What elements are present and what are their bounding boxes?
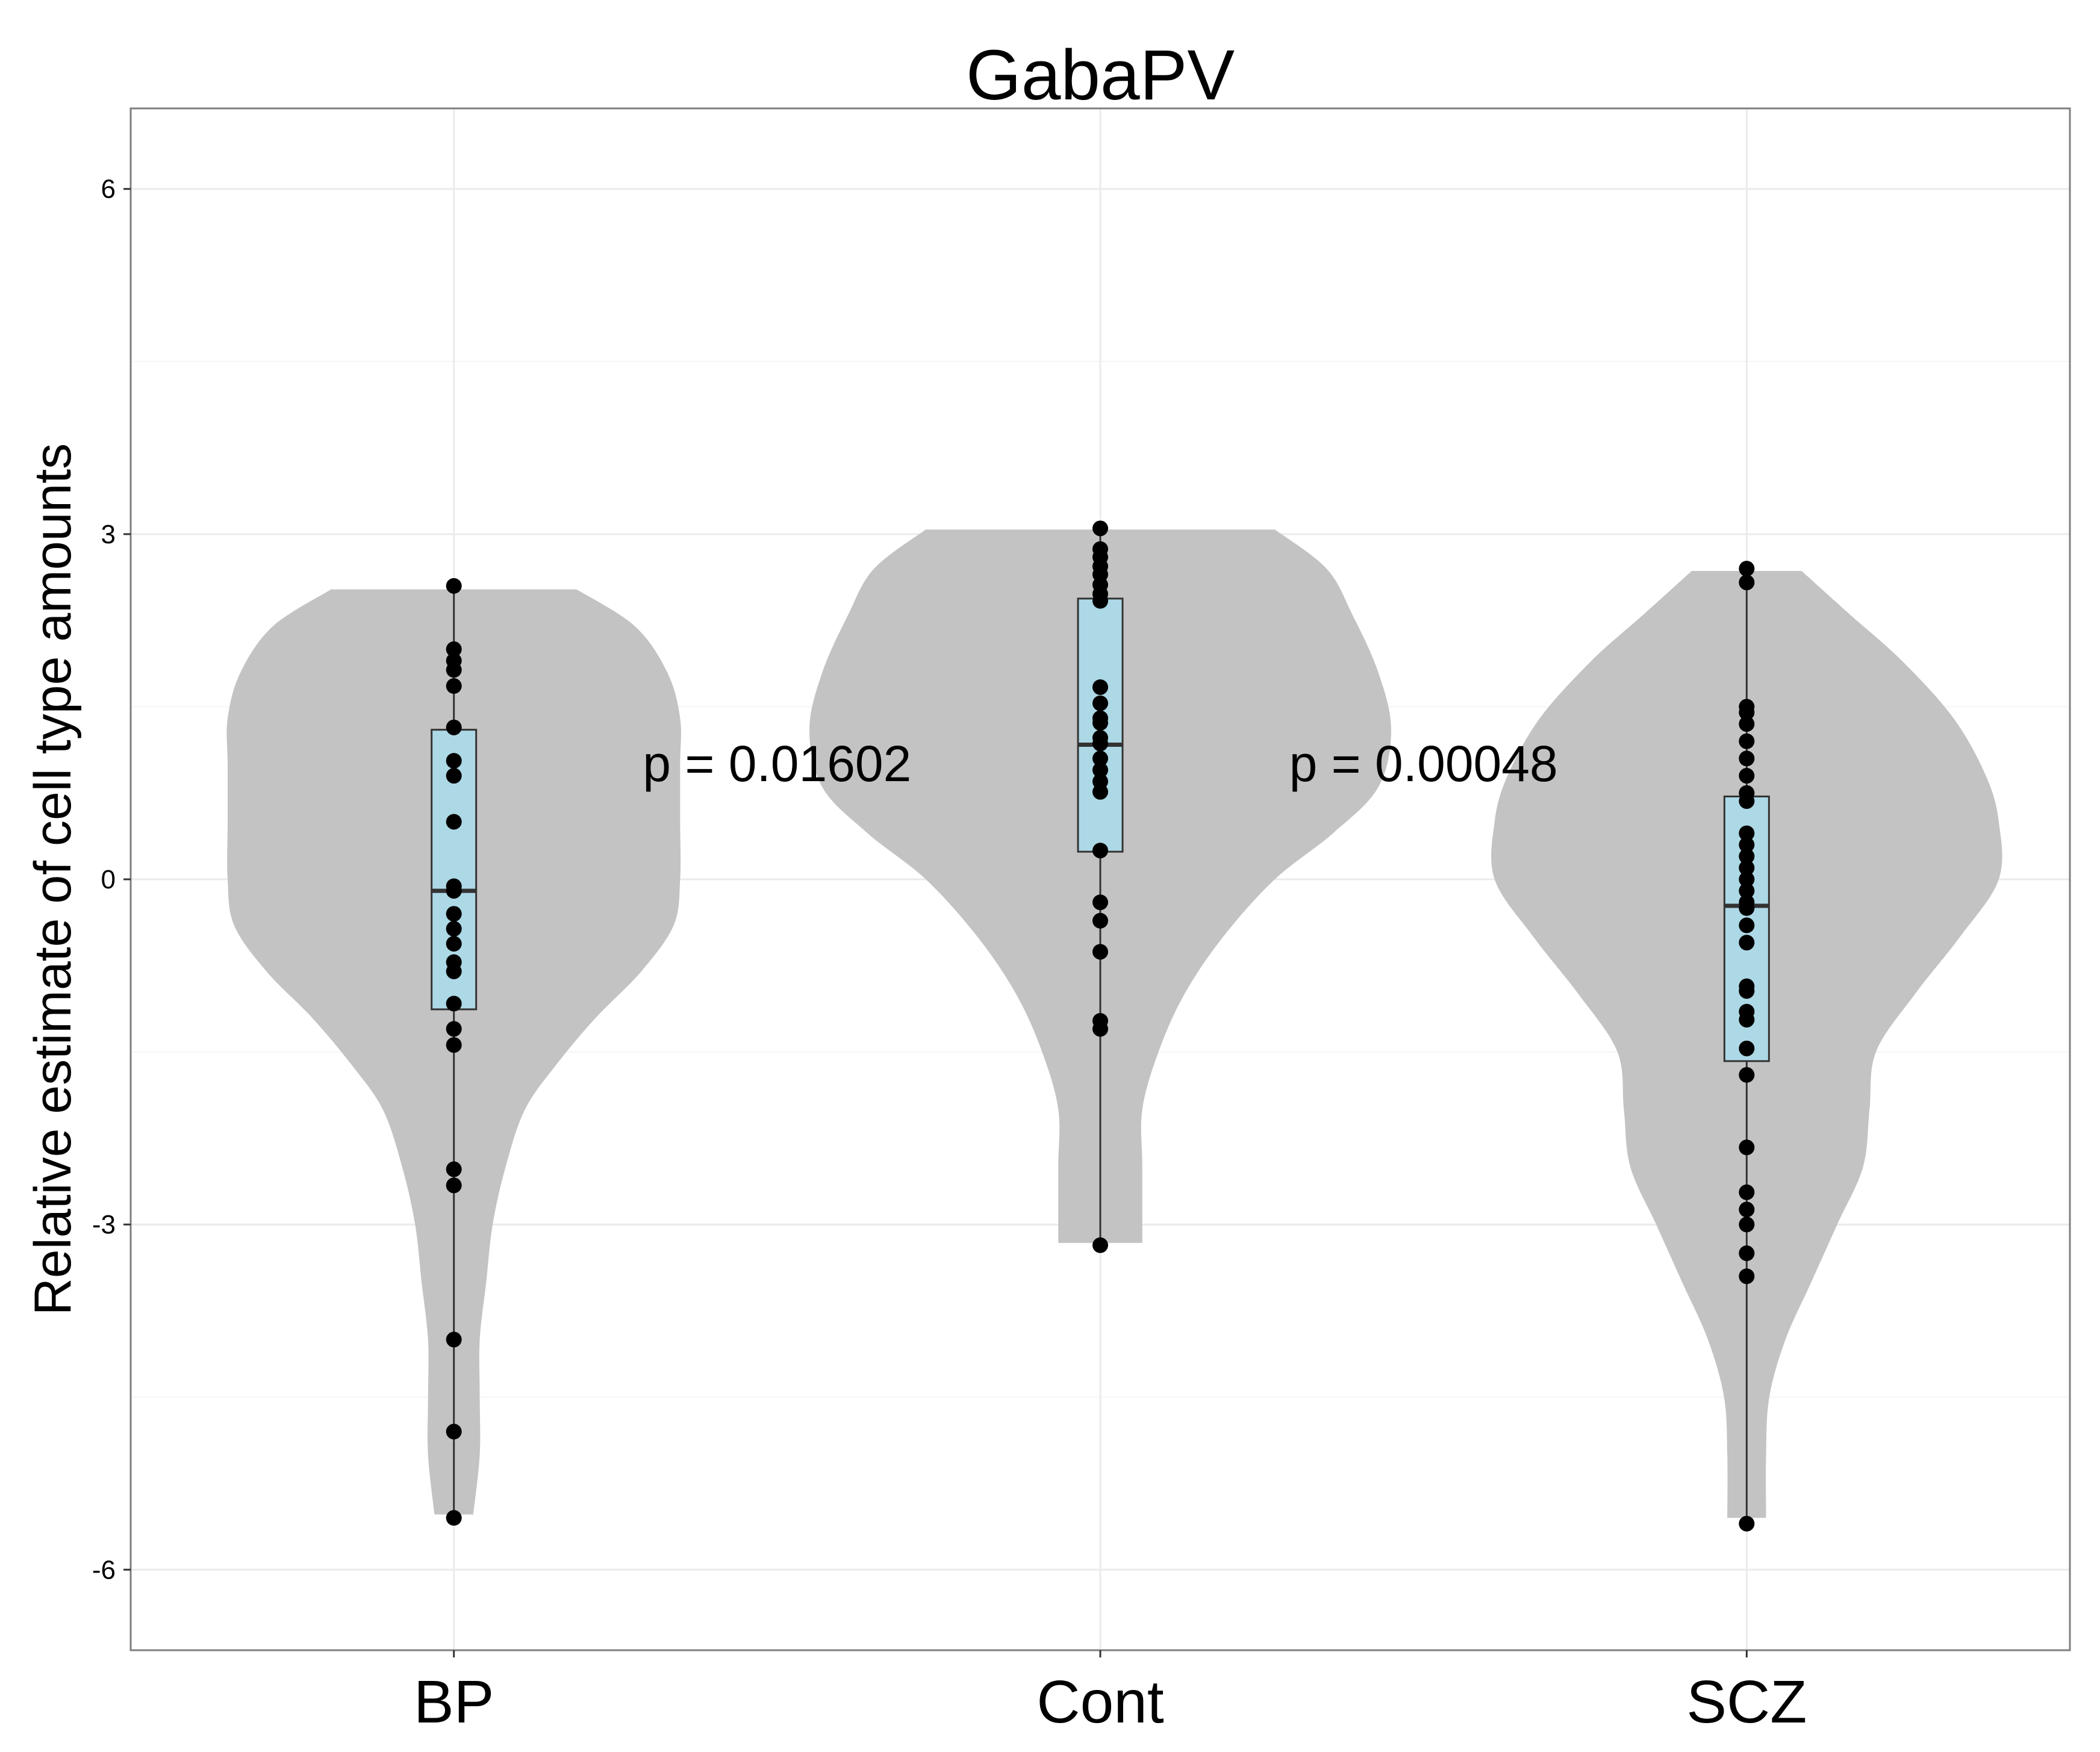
y-tick-label: 0: [101, 865, 116, 894]
x-tick-label-cont: Cont: [1036, 1668, 1164, 1736]
data-point: [446, 678, 462, 694]
data-point: [1092, 762, 1108, 778]
axes: -6 -3 0 3 6 BP Cont SCZ: [92, 175, 1807, 1736]
data-point: [446, 921, 462, 937]
data-point: [1092, 912, 1108, 929]
data-point: [1739, 848, 1755, 864]
data-point: [1739, 983, 1755, 999]
data-point: [1739, 1067, 1755, 1083]
p-value-annotation: p = 0.00048: [1289, 735, 1558, 792]
data-point: [446, 814, 462, 830]
data-point: [1092, 1237, 1108, 1253]
data-point: [1739, 575, 1755, 591]
x-tick-label-scz: SCZ: [1686, 1668, 1807, 1736]
data-point: [1739, 1268, 1755, 1285]
y-tick-label: 6: [101, 175, 116, 204]
data-point: [446, 1424, 462, 1440]
data-point: [446, 963, 462, 979]
y-tick-label: -6: [92, 1555, 116, 1585]
data-point: [1739, 793, 1755, 809]
data-point: [446, 1332, 462, 1348]
data-point: [1092, 750, 1108, 767]
data-point: [1092, 894, 1108, 911]
data-points: [446, 520, 1755, 1532]
data-point: [446, 1177, 462, 1194]
data-point: [446, 906, 462, 922]
data-point: [1739, 935, 1755, 951]
data-point: [1739, 561, 1755, 577]
chart-title: GabaPV: [966, 36, 1235, 115]
data-point: [1739, 871, 1755, 887]
data-point: [1739, 1040, 1755, 1056]
data-point: [1739, 859, 1755, 876]
data-point: [446, 1037, 462, 1053]
data-point: [1739, 825, 1755, 841]
data-point: [1739, 1202, 1755, 1218]
y-tick-label: -3: [92, 1210, 116, 1239]
data-point: [1092, 520, 1108, 537]
data-point: [1092, 695, 1108, 711]
data-point: [1739, 704, 1755, 720]
data-point: [1739, 1217, 1755, 1233]
data-point: [446, 996, 462, 1012]
data-point: [1092, 679, 1108, 695]
data-point: [1092, 715, 1108, 731]
annotations: p = 0.01602 p = 0.00048: [643, 735, 1557, 792]
data-point: [446, 662, 462, 678]
data-point: [1092, 735, 1108, 752]
data-point: [1739, 1012, 1755, 1028]
data-point: [1092, 593, 1108, 609]
data-point: [446, 768, 462, 784]
data-point: [1739, 900, 1755, 916]
data-point: [1739, 837, 1755, 853]
data-point: [1739, 883, 1755, 899]
data-point: [446, 1510, 462, 1526]
data-point: [446, 719, 462, 735]
data-point: [1739, 1245, 1755, 1261]
data-point: [1739, 917, 1755, 934]
data-point: [1739, 1515, 1755, 1532]
data-point: [1092, 784, 1108, 800]
data-point: [446, 641, 462, 657]
data-point: [1739, 733, 1755, 749]
data-point: [446, 753, 462, 769]
data-point: [1092, 843, 1108, 859]
data-point: [1739, 716, 1755, 732]
data-point: [446, 883, 462, 899]
data-point: [1092, 944, 1108, 960]
data-point: [1092, 1021, 1108, 1037]
x-tick-label-bp: BP: [414, 1668, 494, 1736]
data-point: [446, 1021, 462, 1037]
data-point: [1739, 1139, 1755, 1156]
data-point: [1739, 768, 1755, 784]
data-point: [446, 1161, 462, 1177]
data-point: [446, 578, 462, 594]
data-point: [446, 935, 462, 952]
y-tick-label: 3: [101, 520, 116, 549]
data-point: [1739, 750, 1755, 767]
data-point: [1739, 1184, 1755, 1200]
p-value-annotation: p = 0.01602: [643, 735, 911, 792]
y-axis-label: Relative estimate of cell type amounts: [24, 443, 82, 1315]
